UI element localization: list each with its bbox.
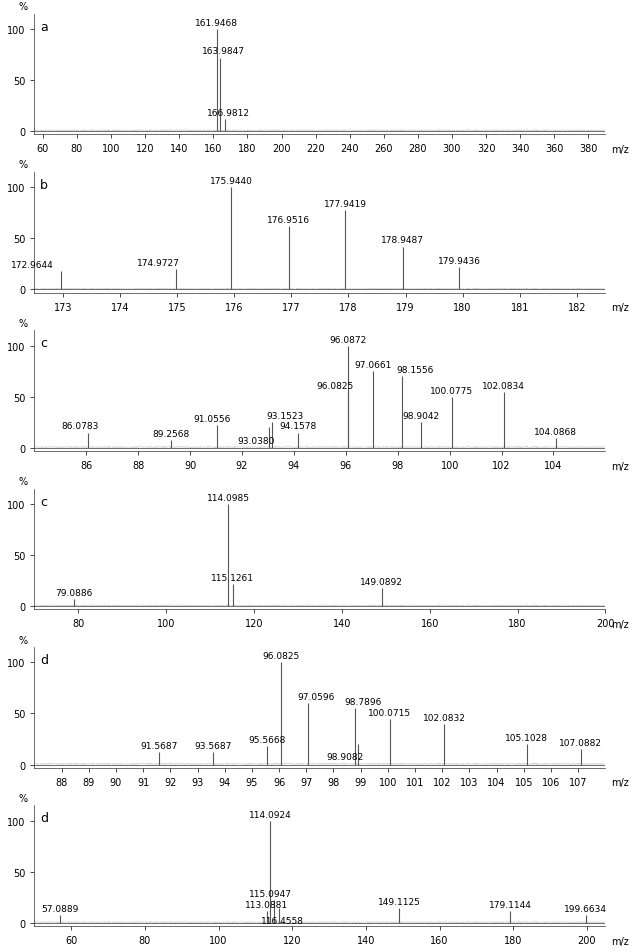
Text: 89.2568: 89.2568 xyxy=(152,429,189,438)
Text: 96.0872: 96.0872 xyxy=(330,335,366,345)
Text: m/z: m/z xyxy=(611,303,629,313)
Text: 105.1028: 105.1028 xyxy=(505,733,548,743)
Text: 149.0892: 149.0892 xyxy=(360,577,403,586)
Text: m/z: m/z xyxy=(611,620,629,629)
Text: 175.9440: 175.9440 xyxy=(210,177,253,186)
Text: c: c xyxy=(40,337,47,350)
Text: b: b xyxy=(40,179,48,191)
Text: 178.9487: 178.9487 xyxy=(381,236,424,246)
Text: m/z: m/z xyxy=(611,145,629,154)
Text: c: c xyxy=(40,495,47,508)
Text: d: d xyxy=(40,811,48,824)
Text: 107.0882: 107.0882 xyxy=(559,739,602,747)
Text: d: d xyxy=(40,653,48,666)
Text: 177.9419: 177.9419 xyxy=(324,200,366,208)
Y-axis label: %: % xyxy=(18,477,27,486)
Text: m/z: m/z xyxy=(611,778,629,787)
Text: 163.9847: 163.9847 xyxy=(202,48,245,56)
Text: 179.9436: 179.9436 xyxy=(438,257,481,266)
Text: 116.4558: 116.4558 xyxy=(262,916,304,924)
Text: 91.5687: 91.5687 xyxy=(140,742,177,750)
Text: 93.5687: 93.5687 xyxy=(194,742,232,750)
Text: m/z: m/z xyxy=(611,936,629,945)
Text: 172.9644: 172.9644 xyxy=(11,261,54,269)
Text: 176.9516: 176.9516 xyxy=(267,216,310,225)
Text: 114.0924: 114.0924 xyxy=(249,810,292,819)
Text: a: a xyxy=(40,21,48,33)
Y-axis label: %: % xyxy=(18,319,27,328)
Y-axis label: %: % xyxy=(18,2,27,12)
Text: 100.0775: 100.0775 xyxy=(430,387,473,395)
Text: 149.1125: 149.1125 xyxy=(378,897,421,905)
Text: 115.0947: 115.0947 xyxy=(249,889,292,899)
Text: 102.0832: 102.0832 xyxy=(423,713,466,722)
Text: 161.9468: 161.9468 xyxy=(195,19,238,28)
Y-axis label: %: % xyxy=(18,793,27,803)
Text: 91.0556: 91.0556 xyxy=(194,415,231,424)
Text: 174.9727: 174.9727 xyxy=(137,259,180,268)
Text: 98.1556: 98.1556 xyxy=(396,366,434,375)
Text: 98.7896: 98.7896 xyxy=(344,698,382,706)
Text: 113.0881: 113.0881 xyxy=(245,900,288,909)
Text: 98.9082: 98.9082 xyxy=(326,752,363,762)
Text: 95.5668: 95.5668 xyxy=(249,735,286,744)
Text: 93.1523: 93.1523 xyxy=(266,412,304,421)
Text: 97.0596: 97.0596 xyxy=(297,692,335,702)
Text: 115.1261: 115.1261 xyxy=(211,573,254,582)
Text: 199.6634: 199.6634 xyxy=(565,903,607,913)
Y-axis label: %: % xyxy=(18,160,27,170)
Text: 96.0825: 96.0825 xyxy=(316,381,354,390)
Text: 86.0783: 86.0783 xyxy=(62,422,99,431)
Text: 98.9042: 98.9042 xyxy=(403,412,440,421)
Y-axis label: %: % xyxy=(18,635,27,645)
Text: 104.0868: 104.0868 xyxy=(534,427,577,436)
Text: m/z: m/z xyxy=(611,461,629,471)
Text: 79.0886: 79.0886 xyxy=(56,588,93,598)
Text: 97.0661: 97.0661 xyxy=(355,361,392,369)
Text: 166.9812: 166.9812 xyxy=(207,109,250,118)
Text: 96.0825: 96.0825 xyxy=(263,651,300,661)
Text: 57.0889: 57.0889 xyxy=(42,903,79,913)
Text: 179.1144: 179.1144 xyxy=(488,900,531,909)
Text: 93.0380: 93.0380 xyxy=(237,436,275,446)
Text: 114.0985: 114.0985 xyxy=(206,493,250,503)
Text: 100.0715: 100.0715 xyxy=(368,707,411,717)
Text: 94.1578: 94.1578 xyxy=(279,422,317,431)
Text: 102.0834: 102.0834 xyxy=(483,381,525,390)
